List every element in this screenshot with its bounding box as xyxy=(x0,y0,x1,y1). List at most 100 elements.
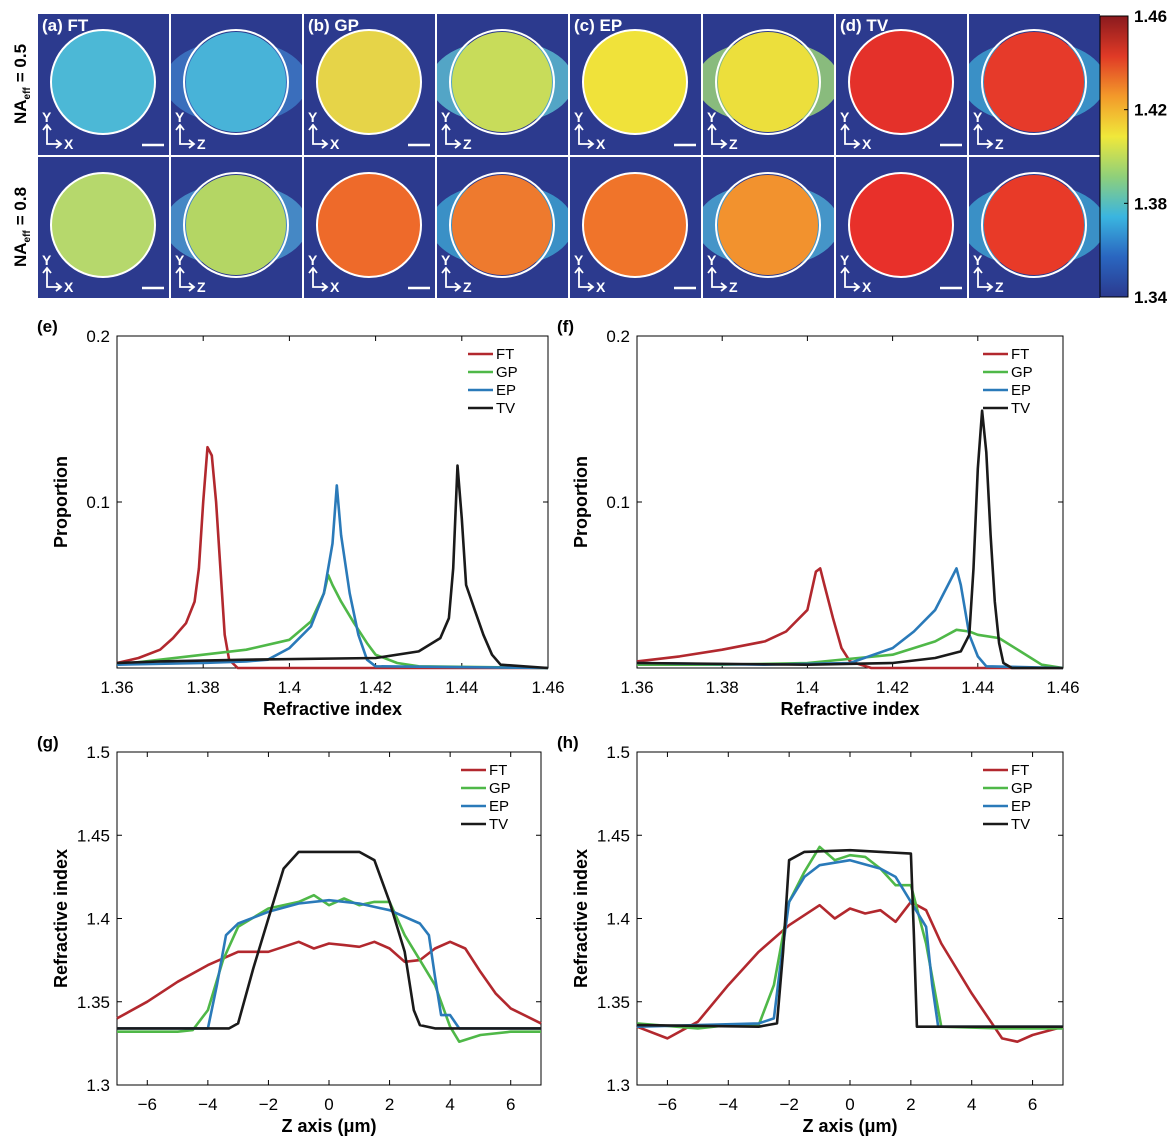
legend-label: EP xyxy=(496,382,516,399)
legend-label: EP xyxy=(1011,382,1031,399)
data-line xyxy=(116,464,549,670)
row-label-main: NA xyxy=(11,242,30,267)
y-axis-label: Refractive index xyxy=(571,849,591,988)
axis-indicator xyxy=(175,123,196,149)
axis-letter: X xyxy=(596,136,606,152)
axis-letter: X xyxy=(862,279,872,295)
boundary-circle xyxy=(582,172,688,278)
x-axis-label: Refractive index xyxy=(263,699,402,719)
x-tick-label: 1.4 xyxy=(278,678,302,697)
panel-label: (h) xyxy=(557,733,579,752)
xy-body xyxy=(51,173,155,277)
y-tick-label: 1.3 xyxy=(606,1076,630,1095)
legend-label: EP xyxy=(489,798,509,815)
data-line xyxy=(116,573,549,670)
data-line xyxy=(116,940,542,1025)
panel-label: (f) xyxy=(557,317,574,336)
panel-label: (g) xyxy=(37,733,59,752)
data-line xyxy=(636,845,1063,1030)
x-tick-label: 6 xyxy=(1028,1095,1037,1114)
y-tick-label: 1.4 xyxy=(86,910,110,929)
y-tick-label: 1.3 xyxy=(86,1076,110,1095)
legend-label: FT xyxy=(489,762,507,779)
image-tile xyxy=(836,157,967,298)
legend-label: EP xyxy=(1011,798,1031,815)
image-tile xyxy=(570,157,701,298)
axis-letter: Z xyxy=(995,279,1004,295)
x-tick-label: 1.36 xyxy=(620,678,653,697)
y-tick-label: 1.45 xyxy=(597,826,630,845)
axis-indicator xyxy=(441,123,462,149)
legend-label: GP xyxy=(1011,364,1033,381)
y-tick-label: 1.5 xyxy=(86,743,110,762)
y-tick-label: 1.4 xyxy=(606,910,630,929)
x-tick-label: 2 xyxy=(906,1095,915,1114)
axis-indicator xyxy=(175,266,196,292)
axis-letter: Z xyxy=(463,279,472,295)
axis-indicator xyxy=(973,266,994,292)
axis-letter: Z xyxy=(729,279,738,295)
axis-indicator xyxy=(973,123,994,149)
data-line xyxy=(636,858,1063,1028)
axis-letter: X xyxy=(330,136,340,152)
axis-letter: Y xyxy=(175,252,185,268)
y-tick-label: 0.1 xyxy=(606,493,630,512)
image-tile xyxy=(304,14,435,155)
yz-body xyxy=(718,175,818,275)
axis-letter: Y xyxy=(441,109,451,125)
x-tick-label: 1.38 xyxy=(706,678,739,697)
axis-indicator xyxy=(42,266,63,292)
axis-letter: X xyxy=(330,279,340,295)
axis-letter: X xyxy=(596,279,606,295)
legend-label: TV xyxy=(496,400,515,417)
boundary-circle xyxy=(183,29,289,135)
row-label-rest: = 0.5 xyxy=(11,44,30,82)
legend-label: FT xyxy=(496,346,514,363)
x-tick-label: 1.44 xyxy=(445,678,478,697)
x-tick-label: 1.4 xyxy=(796,678,820,697)
x-tick-label: −6 xyxy=(138,1095,157,1114)
yz-body xyxy=(452,32,552,132)
panel-label: (b) GP xyxy=(308,16,359,35)
x-tick-label: 0 xyxy=(324,1095,333,1114)
legend-label: TV xyxy=(1011,816,1030,833)
image-tile xyxy=(437,14,568,155)
axis-letter: Y xyxy=(574,252,584,268)
x-tick-label: −4 xyxy=(198,1095,217,1114)
yz-body xyxy=(186,175,286,275)
x-tick-label: 1.38 xyxy=(187,678,220,697)
panel-label: (d) TV xyxy=(840,16,889,35)
y-tick-label: 1.45 xyxy=(77,826,110,845)
x-tick-label: 1.46 xyxy=(531,678,564,697)
x-tick-label: 1.36 xyxy=(100,678,133,697)
boundary-circle xyxy=(316,29,422,135)
image-tile xyxy=(570,14,701,155)
axis-indicator xyxy=(707,266,728,292)
x-tick-label: 1.46 xyxy=(1046,678,1079,697)
xy-body xyxy=(849,30,953,134)
axis-letter: Y xyxy=(840,252,850,268)
axis-letter: Y xyxy=(574,109,584,125)
legend-label: FT xyxy=(1011,762,1029,779)
x-tick-label: 4 xyxy=(967,1095,976,1114)
image-tile xyxy=(38,157,169,298)
axis-letter: Y xyxy=(308,109,318,125)
axis-letter: Z xyxy=(463,136,472,152)
axis-indicator xyxy=(840,266,861,292)
colorbar-tick-label: 1.38 xyxy=(1134,194,1167,213)
x-tick-label: 1.44 xyxy=(961,678,994,697)
x-axis-label: Z axis (μm) xyxy=(802,1116,897,1136)
x-tick-label: 6 xyxy=(506,1095,515,1114)
boundary-circle xyxy=(449,29,555,135)
axis-indicator xyxy=(574,123,595,149)
yz-body xyxy=(186,32,286,132)
axis-indicator xyxy=(308,123,329,149)
axis-letter: Z xyxy=(197,279,206,295)
panel-label: (a) FT xyxy=(42,16,89,35)
data-line xyxy=(636,900,1064,1043)
axis-letter: Z xyxy=(995,136,1004,152)
image-tile xyxy=(304,157,435,298)
x-axis-label: Refractive index xyxy=(780,699,919,719)
xy-body xyxy=(583,173,687,277)
axis-letter: Y xyxy=(441,252,451,268)
